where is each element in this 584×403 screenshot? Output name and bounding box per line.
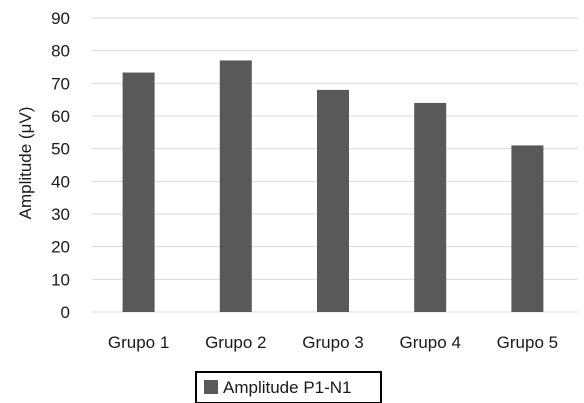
y-tick-label: 90 xyxy=(51,9,70,28)
legend-box xyxy=(195,371,382,403)
bar-grupo-4 xyxy=(414,102,447,312)
x-category-label: Grupo 4 xyxy=(399,333,460,352)
legend: Amplitude P1-N1 xyxy=(195,371,382,403)
y-tick-label: 50 xyxy=(51,140,70,159)
x-category-labels: Grupo 1 Grupo 2 Grupo 3 Grupo 4 Grupo 5 xyxy=(108,333,558,352)
x-category-label: Grupo 5 xyxy=(497,333,558,352)
bar-grupo-2 xyxy=(219,60,252,312)
y-tick-label: 80 xyxy=(51,42,70,61)
y-tick-labels: 0 10 20 30 40 50 60 70 80 90 xyxy=(51,9,70,322)
legend-label: Amplitude P1-N1 xyxy=(223,378,352,397)
y-tick-label: 20 xyxy=(51,238,70,257)
y-tick-label: 10 xyxy=(51,270,70,289)
legend-swatch xyxy=(204,380,218,394)
y-tick-label: 40 xyxy=(51,172,70,191)
bar-grupo-1 xyxy=(122,72,155,312)
y-tick-label: 70 xyxy=(51,74,70,93)
y-axis-label: Amplitude (μV) xyxy=(16,107,35,220)
y-tick-label: 30 xyxy=(51,205,70,224)
x-category-label: Grupo 2 xyxy=(205,333,266,352)
x-category-label: Grupo 1 xyxy=(108,333,169,352)
bar-grupo-5 xyxy=(511,145,544,312)
y-tick-label: 0 xyxy=(61,303,70,322)
x-category-label: Grupo 3 xyxy=(302,333,363,352)
y-tick-label: 60 xyxy=(51,107,70,126)
bar-grupo-3 xyxy=(317,89,349,312)
bars xyxy=(122,60,544,312)
